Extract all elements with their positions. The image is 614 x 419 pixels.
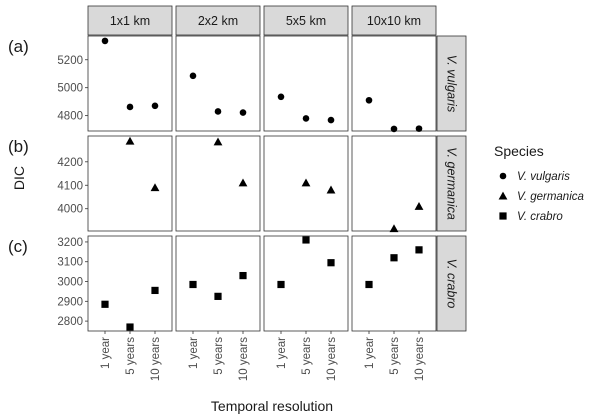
row-strip-0 [436, 35, 467, 132]
point-2-2-1 [302, 236, 310, 244]
y-tick-label-2-1: 2900 [57, 296, 83, 308]
column-strip-label-2: 5x5 km [286, 14, 326, 28]
legend-label-2: V. crabro [517, 211, 563, 223]
panel-2-2 [263, 235, 349, 332]
panel-1-1 [175, 135, 261, 232]
point-0-1-0 [189, 72, 197, 80]
point-0-3-1 [390, 125, 398, 133]
y-tick-label-1-2: 4100 [57, 180, 83, 192]
x-tick-label-1-2: 10 years [238, 337, 250, 381]
panel-0-1 [175, 35, 261, 132]
panel-1-3 [351, 135, 437, 232]
point-2-2-2 [327, 259, 335, 267]
point-0-0-2 [151, 102, 159, 110]
point-1-2-2 [326, 185, 336, 194]
x-tick-label-2-2: 10 years [326, 337, 338, 381]
point-0-0-0 [101, 37, 109, 45]
y-tick-label-2-3: 3100 [57, 257, 83, 269]
legend-key-2 [499, 212, 507, 220]
x-tick-label-3-1: 5 years [389, 337, 401, 375]
row-strip-2 [436, 235, 467, 332]
legend-key-1 [498, 191, 508, 200]
y-tick-label-0-0: 4800 [57, 111, 83, 123]
column-strip-label-0: 1x1 km [110, 14, 150, 28]
point-0-1-2 [239, 109, 247, 116]
column-strip-1 [175, 5, 261, 36]
panel-2-0 [87, 235, 173, 332]
x-tick-label-0-0: 1 year [100, 337, 112, 369]
point-1-1-2 [238, 178, 248, 187]
y-axis-title: DIC [11, 166, 27, 190]
column-strip-label-1: 2x2 km [198, 14, 238, 28]
point-2-3-2 [415, 246, 423, 254]
point-2-1-0 [189, 280, 197, 289]
y-tick-label-2-2: 3000 [57, 277, 83, 289]
column-strip-label-3: 10x10 km [367, 14, 421, 28]
y-tick-label-1-1: 4000 [57, 204, 83, 216]
point-0-3-2 [415, 125, 423, 132]
x-tick-label-1-0: 1 year [188, 337, 200, 369]
x-tick-label-0-1: 5 years [125, 337, 137, 375]
point-2-0-2 [151, 286, 159, 295]
panel-0-0 [87, 35, 173, 132]
point-0-2-0 [277, 93, 285, 101]
x-tick-label-3-0: 1 year [364, 337, 376, 369]
y-tick-label-1-3: 4200 [57, 157, 83, 169]
x-axis-title: Temporal resolution [211, 398, 333, 414]
panel-0-3 [351, 35, 437, 132]
panel-tag-0: (a) [8, 37, 29, 56]
point-2-0-1 [126, 323, 134, 331]
point-0-0-1 [126, 103, 134, 111]
legend-label-0: V. vulgaris [517, 171, 570, 183]
point-2-1-2 [239, 271, 247, 280]
x-tick-label-0-2: 10 years [150, 337, 162, 381]
point-2-3-1 [390, 254, 398, 262]
x-tick-label-3-2: 10 years [414, 337, 426, 381]
panel-1-0 [87, 135, 173, 232]
x-tick-label-1-1: 5 years [213, 337, 225, 375]
column-strip-3 [351, 5, 437, 36]
point-1-2-1 [301, 178, 311, 187]
facet-grid: 1x1 km 2x2 km 5x5 km 10x10 km (a) 4800 5000 520… [8, 5, 467, 381]
x-tick-label-2-0: 1 year [276, 337, 288, 369]
y-tick-label-0-2: 5200 [57, 55, 83, 67]
point-2-3-0 [365, 280, 373, 289]
point-1-3-2 [414, 201, 424, 210]
panel-tag-1: (b) [8, 137, 29, 156]
point-1-1-1 [213, 137, 223, 146]
point-1-0-2 [150, 183, 160, 192]
row-strip-1 [436, 135, 467, 232]
panel-tag-2: (c) [8, 237, 28, 256]
legend-key-0 [499, 172, 507, 180]
panel-2-3 [351, 235, 437, 332]
column-strip-0 [87, 5, 173, 36]
point-0-3-0 [365, 96, 373, 104]
column-strip-2 [263, 5, 349, 36]
row-strip-label-1: V. germanica [445, 147, 459, 220]
x-tick-label-2-1: 5 years [301, 337, 313, 375]
y-tick-label-2-4: 3200 [57, 237, 83, 249]
legend-label-1: V. germanica [517, 191, 584, 203]
point-2-2-0 [277, 280, 285, 289]
point-1-3-1 [389, 224, 399, 233]
point-1-0-1 [125, 136, 135, 145]
point-0-2-2 [327, 116, 335, 124]
point-0-1-1 [214, 108, 222, 115]
legend: Species V. vulgaris V. germanica V. crabro [494, 143, 584, 223]
row-strip-label-0: V. vulgaris [445, 55, 459, 112]
point-2-0-0 [101, 300, 109, 308]
panel-0-2 [263, 35, 349, 132]
point-0-2-1 [302, 115, 310, 122]
point-2-1-1 [214, 292, 222, 300]
legend-title: Species [494, 143, 544, 159]
y-tick-label-0-1: 5000 [57, 83, 83, 95]
panel-2-1 [175, 235, 261, 332]
row-strip-label-2: V. crabro [445, 259, 459, 309]
y-tick-label-2-0: 2800 [57, 316, 83, 328]
